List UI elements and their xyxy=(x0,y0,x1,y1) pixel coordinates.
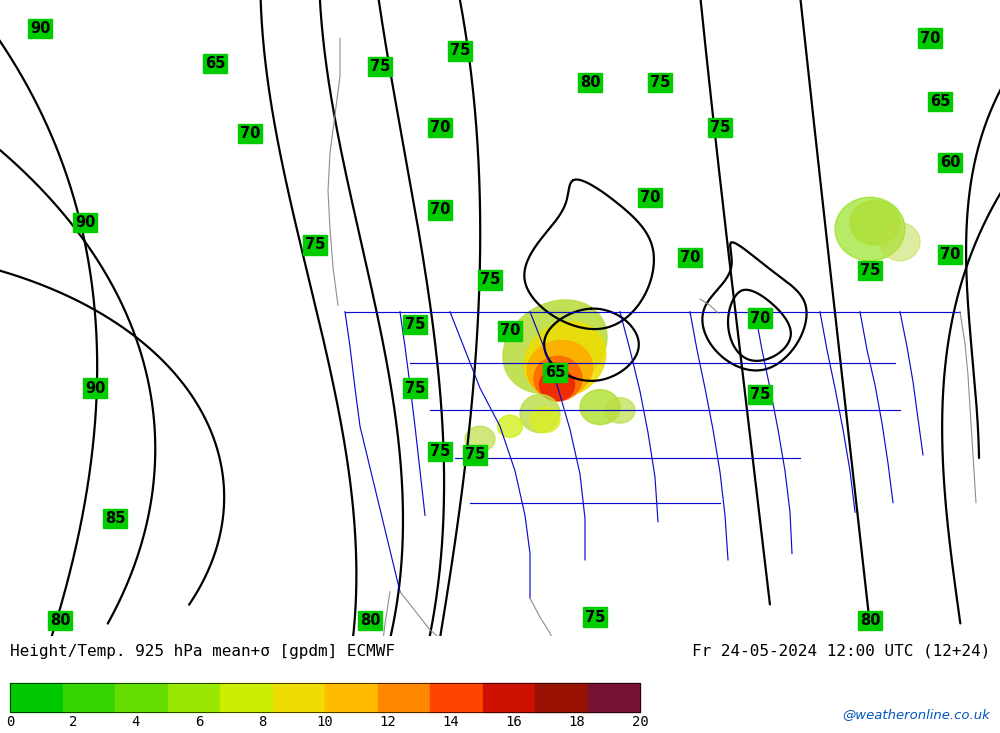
Text: 70: 70 xyxy=(500,323,520,339)
Ellipse shape xyxy=(880,223,920,261)
Text: 60: 60 xyxy=(940,155,960,170)
Text: 70: 70 xyxy=(240,126,260,141)
Text: 12: 12 xyxy=(380,715,396,729)
Ellipse shape xyxy=(503,300,607,394)
Ellipse shape xyxy=(534,356,582,401)
Text: 90: 90 xyxy=(85,380,105,396)
Text: 65: 65 xyxy=(205,56,225,71)
FancyBboxPatch shape xyxy=(430,682,482,712)
FancyBboxPatch shape xyxy=(272,682,325,712)
Text: @weatheronline.co.uk: @weatheronline.co.uk xyxy=(842,708,990,721)
Text: 65: 65 xyxy=(545,365,565,380)
Text: 75: 75 xyxy=(480,273,500,287)
Text: 75: 75 xyxy=(750,387,770,402)
Text: 75: 75 xyxy=(430,444,450,460)
Ellipse shape xyxy=(498,415,522,438)
Text: 70: 70 xyxy=(940,247,960,262)
Text: 75: 75 xyxy=(405,380,425,396)
Text: 10: 10 xyxy=(317,715,333,729)
Text: 75: 75 xyxy=(370,59,390,74)
FancyBboxPatch shape xyxy=(325,682,378,712)
Text: 75: 75 xyxy=(710,119,730,135)
Text: 70: 70 xyxy=(750,311,770,325)
Ellipse shape xyxy=(605,397,635,423)
Text: 75: 75 xyxy=(650,75,670,90)
Ellipse shape xyxy=(530,408,560,432)
Ellipse shape xyxy=(527,340,593,397)
Text: 70: 70 xyxy=(680,250,700,265)
Ellipse shape xyxy=(580,390,620,424)
FancyBboxPatch shape xyxy=(10,682,62,712)
FancyBboxPatch shape xyxy=(62,682,115,712)
Text: 75: 75 xyxy=(585,610,605,625)
Text: 70: 70 xyxy=(920,31,940,45)
Text: 8: 8 xyxy=(258,715,266,729)
Text: 75: 75 xyxy=(860,263,880,278)
Text: 75: 75 xyxy=(405,317,425,332)
Text: 6: 6 xyxy=(195,715,203,729)
Text: 85: 85 xyxy=(105,511,125,526)
Text: 75: 75 xyxy=(465,447,485,463)
Text: 75: 75 xyxy=(450,43,470,59)
FancyBboxPatch shape xyxy=(588,682,640,712)
FancyBboxPatch shape xyxy=(115,682,167,712)
Text: 0: 0 xyxy=(6,715,14,729)
Text: 14: 14 xyxy=(443,715,459,729)
Text: 70: 70 xyxy=(430,119,450,135)
FancyBboxPatch shape xyxy=(535,682,588,712)
Text: 2: 2 xyxy=(69,715,77,729)
Text: 80: 80 xyxy=(860,613,880,628)
Ellipse shape xyxy=(835,197,905,261)
Text: Fr 24-05-2024 12:00 UTC (12+24): Fr 24-05-2024 12:00 UTC (12+24) xyxy=(692,644,990,659)
Text: 16: 16 xyxy=(506,715,522,729)
FancyBboxPatch shape xyxy=(220,682,272,712)
Text: 90: 90 xyxy=(75,216,95,230)
Ellipse shape xyxy=(850,200,900,245)
Text: 70: 70 xyxy=(430,202,450,218)
Text: 75: 75 xyxy=(305,237,325,252)
Text: 90: 90 xyxy=(30,21,50,36)
FancyBboxPatch shape xyxy=(482,682,535,712)
Ellipse shape xyxy=(540,369,574,401)
Text: 80: 80 xyxy=(50,613,70,628)
Text: 65: 65 xyxy=(930,95,950,109)
Text: 20: 20 xyxy=(632,715,648,729)
Text: 4: 4 xyxy=(132,715,140,729)
FancyBboxPatch shape xyxy=(378,682,430,712)
Ellipse shape xyxy=(524,322,606,397)
Ellipse shape xyxy=(520,394,560,432)
Text: Height/Temp. 925 hPa mean+σ [gpdm] ECMWF: Height/Temp. 925 hPa mean+σ [gpdm] ECMWF xyxy=(10,644,395,659)
FancyBboxPatch shape xyxy=(168,682,220,712)
Text: 80: 80 xyxy=(360,613,380,628)
Text: 18: 18 xyxy=(569,715,585,729)
Text: 80: 80 xyxy=(580,75,600,90)
Text: 70: 70 xyxy=(640,190,660,205)
Ellipse shape xyxy=(465,427,495,452)
